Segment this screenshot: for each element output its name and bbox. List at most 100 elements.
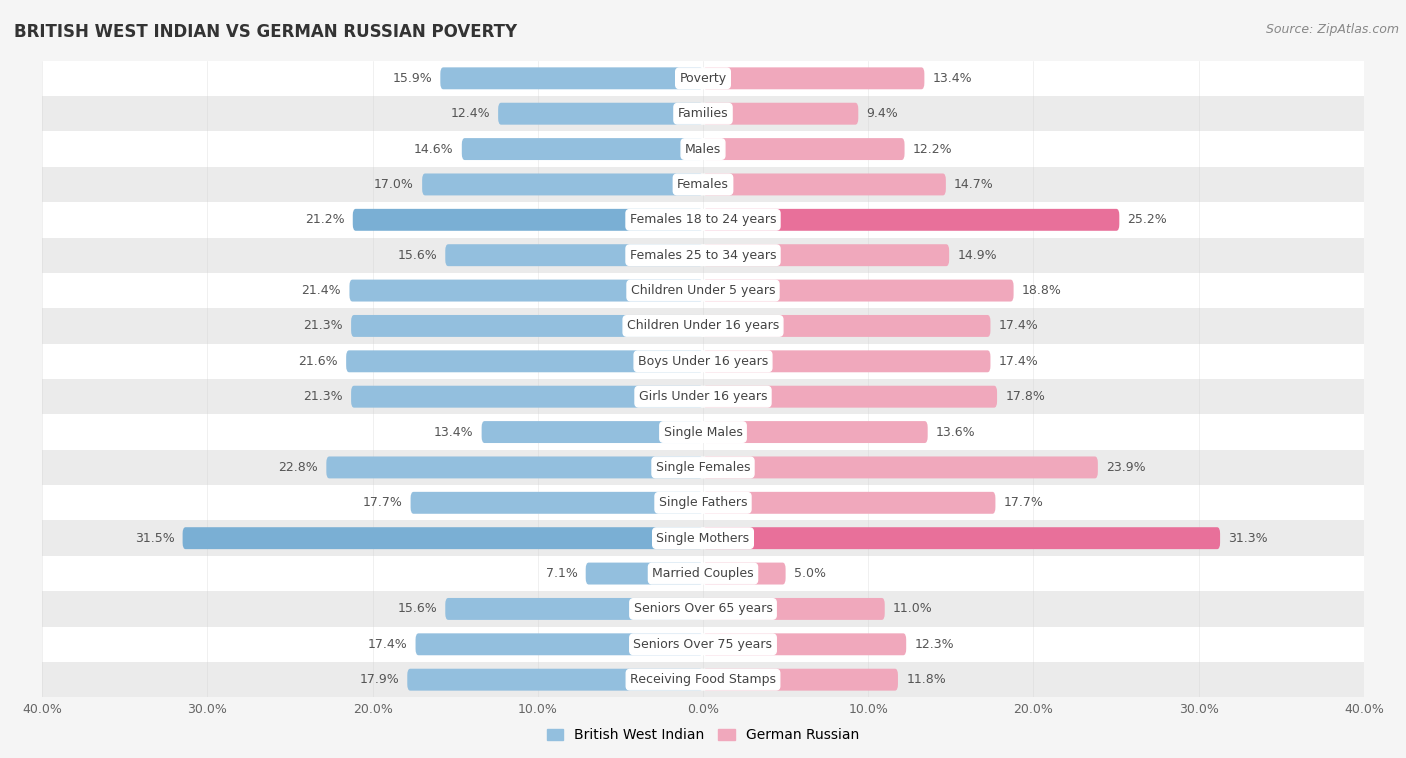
FancyBboxPatch shape: [482, 421, 703, 443]
Bar: [42, 521, 1364, 556]
Text: 21.3%: 21.3%: [304, 319, 343, 333]
Text: Boys Under 16 years: Boys Under 16 years: [638, 355, 768, 368]
FancyBboxPatch shape: [703, 421, 928, 443]
Bar: [42, 96, 1364, 131]
Text: 17.0%: 17.0%: [374, 178, 413, 191]
FancyBboxPatch shape: [703, 562, 786, 584]
Bar: [42, 273, 1364, 309]
FancyBboxPatch shape: [703, 138, 904, 160]
Text: Seniors Over 75 years: Seniors Over 75 years: [634, 637, 772, 651]
FancyBboxPatch shape: [703, 103, 858, 124]
FancyBboxPatch shape: [703, 280, 1014, 302]
FancyBboxPatch shape: [703, 598, 884, 620]
Text: 17.4%: 17.4%: [998, 319, 1039, 333]
Text: 14.6%: 14.6%: [413, 143, 454, 155]
Text: 18.8%: 18.8%: [1022, 284, 1062, 297]
Text: 25.2%: 25.2%: [1128, 213, 1167, 227]
Bar: [42, 237, 1364, 273]
FancyBboxPatch shape: [461, 138, 703, 160]
FancyBboxPatch shape: [411, 492, 703, 514]
Legend: British West Indian, German Russian: British West Indian, German Russian: [541, 722, 865, 747]
Text: 14.7%: 14.7%: [955, 178, 994, 191]
Bar: [42, 627, 1364, 662]
Text: Poverty: Poverty: [679, 72, 727, 85]
Text: 13.6%: 13.6%: [936, 425, 976, 439]
Text: 17.7%: 17.7%: [363, 496, 402, 509]
Bar: [42, 167, 1364, 202]
Text: Seniors Over 65 years: Seniors Over 65 years: [634, 603, 772, 615]
FancyBboxPatch shape: [352, 315, 703, 337]
Text: Single Fathers: Single Fathers: [659, 496, 747, 509]
Text: 7.1%: 7.1%: [546, 567, 578, 580]
FancyBboxPatch shape: [703, 315, 990, 337]
Text: Single Males: Single Males: [664, 425, 742, 439]
Text: Females 18 to 24 years: Females 18 to 24 years: [630, 213, 776, 227]
FancyBboxPatch shape: [498, 103, 703, 124]
FancyBboxPatch shape: [703, 174, 946, 196]
FancyBboxPatch shape: [703, 634, 907, 655]
Text: 15.6%: 15.6%: [398, 603, 437, 615]
Text: Males: Males: [685, 143, 721, 155]
Text: 12.3%: 12.3%: [914, 637, 955, 651]
Text: 17.7%: 17.7%: [1004, 496, 1043, 509]
FancyBboxPatch shape: [440, 67, 703, 89]
Bar: [42, 415, 1364, 449]
Text: 12.4%: 12.4%: [450, 107, 489, 121]
Bar: [42, 202, 1364, 237]
FancyBboxPatch shape: [408, 669, 703, 691]
Text: 15.9%: 15.9%: [392, 72, 432, 85]
Text: 22.8%: 22.8%: [278, 461, 318, 474]
Text: 9.4%: 9.4%: [866, 107, 898, 121]
Text: 13.4%: 13.4%: [932, 72, 973, 85]
Text: 17.4%: 17.4%: [998, 355, 1039, 368]
Text: 21.2%: 21.2%: [305, 213, 344, 227]
Text: Females 25 to 34 years: Females 25 to 34 years: [630, 249, 776, 262]
FancyBboxPatch shape: [703, 350, 990, 372]
FancyBboxPatch shape: [703, 209, 1119, 230]
FancyBboxPatch shape: [703, 528, 1220, 549]
FancyBboxPatch shape: [183, 528, 703, 549]
Text: 17.8%: 17.8%: [1005, 390, 1045, 403]
Bar: [42, 449, 1364, 485]
Text: 31.5%: 31.5%: [135, 531, 174, 545]
Text: 21.6%: 21.6%: [298, 355, 337, 368]
Text: 11.8%: 11.8%: [907, 673, 946, 686]
Text: 11.0%: 11.0%: [893, 603, 932, 615]
Text: Single Females: Single Females: [655, 461, 751, 474]
Text: Single Mothers: Single Mothers: [657, 531, 749, 545]
Bar: [42, 591, 1364, 627]
Text: 12.2%: 12.2%: [912, 143, 952, 155]
Bar: [42, 309, 1364, 343]
Text: 17.4%: 17.4%: [367, 637, 408, 651]
FancyBboxPatch shape: [446, 244, 703, 266]
Bar: [42, 131, 1364, 167]
Text: 31.3%: 31.3%: [1229, 531, 1268, 545]
Text: 21.3%: 21.3%: [304, 390, 343, 403]
FancyBboxPatch shape: [703, 67, 924, 89]
Bar: [42, 556, 1364, 591]
FancyBboxPatch shape: [703, 244, 949, 266]
Text: Source: ZipAtlas.com: Source: ZipAtlas.com: [1265, 23, 1399, 36]
Text: Married Couples: Married Couples: [652, 567, 754, 580]
Text: 15.6%: 15.6%: [398, 249, 437, 262]
Text: 21.4%: 21.4%: [301, 284, 342, 297]
Text: 14.9%: 14.9%: [957, 249, 997, 262]
Text: 5.0%: 5.0%: [794, 567, 825, 580]
FancyBboxPatch shape: [703, 386, 997, 408]
FancyBboxPatch shape: [350, 280, 703, 302]
Text: BRITISH WEST INDIAN VS GERMAN RUSSIAN POVERTY: BRITISH WEST INDIAN VS GERMAN RUSSIAN PO…: [14, 23, 517, 41]
Text: Receiving Food Stamps: Receiving Food Stamps: [630, 673, 776, 686]
Bar: [42, 379, 1364, 415]
FancyBboxPatch shape: [703, 492, 995, 514]
FancyBboxPatch shape: [703, 456, 1098, 478]
Text: Children Under 16 years: Children Under 16 years: [627, 319, 779, 333]
Bar: [42, 343, 1364, 379]
Bar: [42, 662, 1364, 697]
FancyBboxPatch shape: [353, 209, 703, 230]
FancyBboxPatch shape: [446, 598, 703, 620]
FancyBboxPatch shape: [346, 350, 703, 372]
FancyBboxPatch shape: [703, 669, 898, 691]
Text: Females: Females: [678, 178, 728, 191]
Text: 17.9%: 17.9%: [360, 673, 399, 686]
Text: Families: Families: [678, 107, 728, 121]
